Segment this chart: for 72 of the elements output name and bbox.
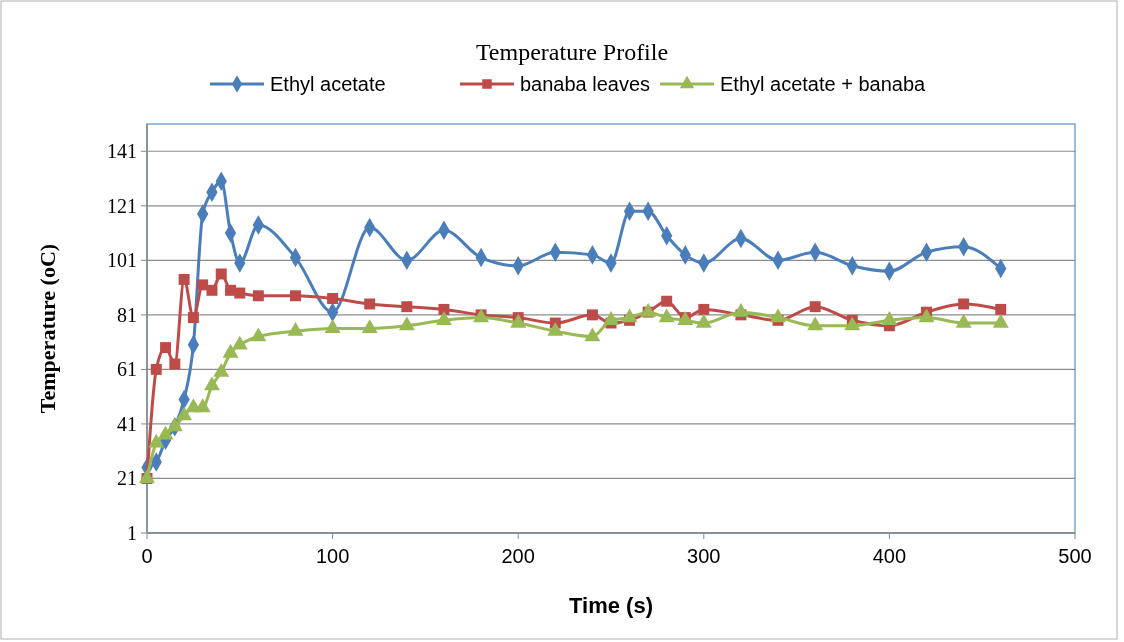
y-tick-label: 41 (117, 412, 137, 435)
y-tick-label: 121 (107, 194, 137, 217)
point (222, 343, 239, 358)
point (586, 309, 598, 321)
legend-label: banaba leaves (520, 73, 651, 95)
point (547, 322, 564, 336)
legend-label: Ethyl acetate (270, 73, 386, 95)
point (844, 316, 861, 331)
point (621, 308, 638, 323)
x-tick-label: 300 (687, 545, 721, 567)
point (160, 342, 172, 354)
point (234, 287, 246, 299)
point (658, 308, 675, 323)
x-tick-label: 100 (315, 545, 350, 567)
point (364, 298, 376, 310)
point (995, 303, 1007, 315)
point (187, 312, 199, 324)
point (361, 319, 378, 334)
point (327, 293, 339, 304)
point (287, 322, 304, 336)
point (698, 303, 710, 315)
point (250, 327, 267, 342)
point (695, 313, 712, 328)
y-tick-label: 1 (127, 522, 137, 544)
y-tick-label: 141 (107, 140, 137, 163)
point (958, 298, 970, 310)
point (398, 316, 415, 331)
point (169, 358, 181, 370)
point (918, 308, 935, 323)
point (661, 295, 673, 307)
point (584, 327, 601, 342)
y-axis-title: Temperature (oC) (35, 243, 60, 414)
point (197, 279, 209, 291)
y-tick-label: 101 (107, 249, 137, 272)
x-axis-title: Time (s) (569, 593, 653, 618)
point (148, 433, 165, 448)
y-tick-label: 61 (117, 358, 137, 381)
point (438, 303, 450, 315)
point (203, 376, 220, 391)
point (603, 311, 619, 325)
point (166, 417, 183, 432)
point (401, 301, 413, 313)
point (807, 316, 824, 331)
x-tick-label: 0 (141, 545, 153, 567)
point (206, 284, 218, 296)
point (955, 313, 972, 328)
point (215, 268, 227, 280)
point (732, 302, 749, 317)
legend-label: Ethyl acetate + banaba (720, 73, 927, 95)
point (640, 302, 657, 317)
point (992, 313, 1009, 328)
point (770, 308, 787, 323)
x-tick-label: 500 (1058, 545, 1092, 567)
point (252, 290, 264, 302)
point (157, 425, 174, 440)
point (435, 311, 452, 325)
chart-title: Temperature Profile (475, 39, 669, 65)
point (231, 335, 248, 350)
point (881, 311, 898, 325)
point (150, 363, 162, 375)
x-tick-label: 400 (872, 545, 907, 567)
point (176, 406, 193, 421)
point (809, 301, 821, 313)
point (324, 319, 341, 334)
point (290, 290, 301, 302)
point (213, 362, 230, 377)
point (194, 398, 211, 413)
point (510, 313, 527, 328)
y-tick-label: 81 (117, 303, 137, 326)
x-tick-label: 200 (501, 545, 535, 567)
y-tick-label: 21 (117, 467, 137, 490)
point (178, 273, 190, 285)
